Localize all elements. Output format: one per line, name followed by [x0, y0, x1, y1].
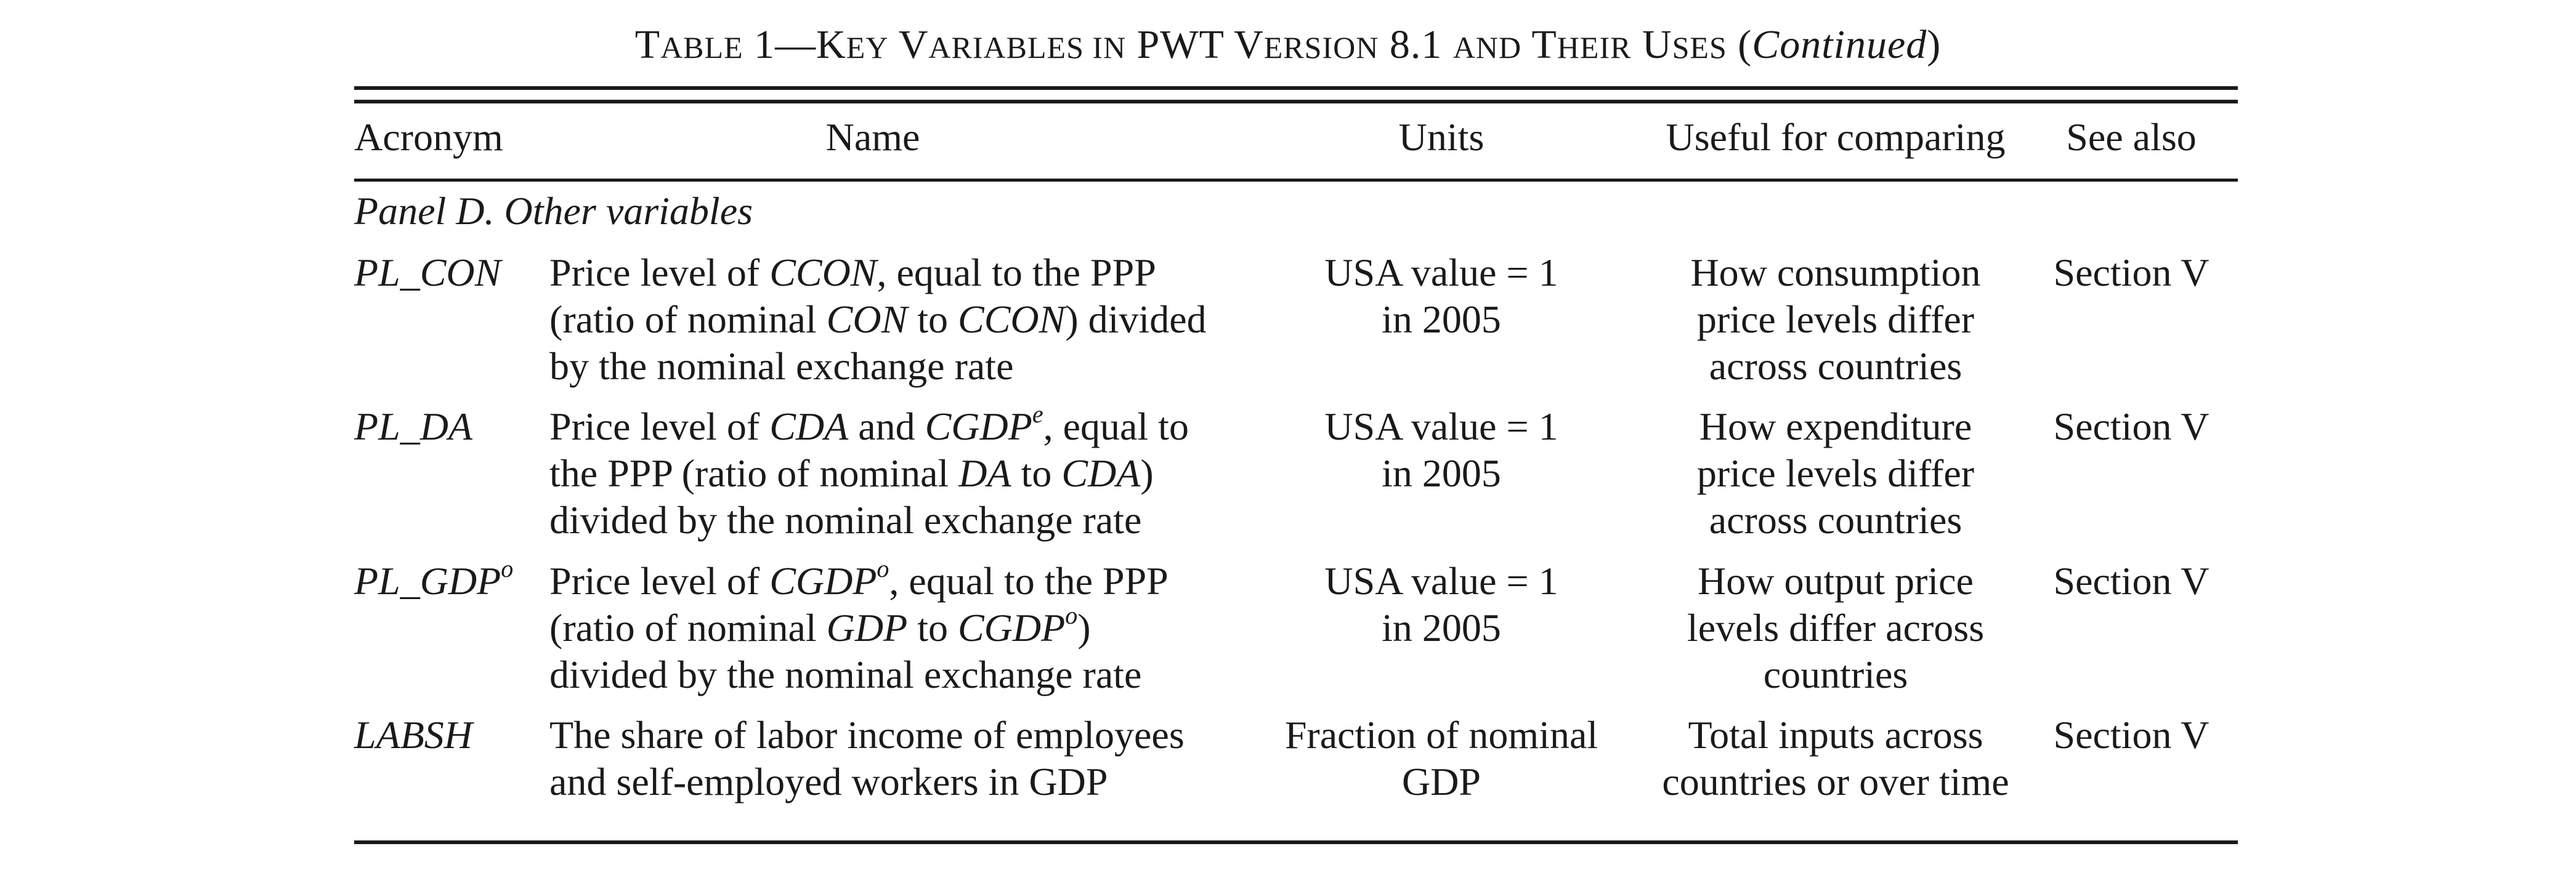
row-useful: How consumption price levels differ acro… — [1690, 251, 1981, 388]
row-units: Fraction of nominal GDP — [1284, 713, 1598, 803]
title-part: 8.1 — [1389, 22, 1443, 67]
row-useful: Total inputs across countries or over ti… — [1662, 713, 2009, 803]
row-acronym: PL_DA — [354, 405, 472, 448]
title-part: ( — [1738, 22, 1752, 67]
row-useful: How output price levels differ across co… — [1687, 559, 1985, 696]
row-see-also: Section V — [2053, 713, 2209, 757]
title-part: U — [1642, 22, 1672, 67]
header-see-also: See also — [2066, 115, 2197, 159]
header-units: Units — [1398, 115, 1484, 159]
title-part: T — [1531, 22, 1557, 67]
row-name: The share of labor income of employees a… — [549, 713, 1185, 803]
row-acronym: PL_GDPo — [354, 554, 514, 603]
top-rule-2 — [354, 100, 2238, 103]
bottom-rule — [354, 840, 2238, 844]
row-units: USA value = 1 in 2005 — [1324, 405, 1558, 495]
title-part: ) — [1927, 22, 1942, 67]
row-see-also: Section V — [2053, 559, 2209, 603]
row-acronym: PL_CON — [354, 251, 501, 294]
row-see-also: Section V — [2053, 405, 2209, 448]
row-name: Price level of CDA and CGDPe, equal to t… — [549, 400, 1189, 542]
title-part: V — [898, 22, 929, 67]
table-title: TABLE 1—KEY VARIABLES IN PWT VERSION 8.1… — [0, 17, 2576, 75]
title-part: EY — [846, 30, 889, 65]
header-useful: Useful for comparing — [1666, 115, 2006, 159]
header-acronym: Acronym — [354, 115, 503, 159]
row-units: USA value = 1 in 2005 — [1324, 251, 1558, 341]
title-part: ERSION — [1263, 30, 1379, 65]
title-part: ABLE — [660, 30, 743, 65]
title-part: T — [634, 22, 661, 67]
title-part: ARIABLES IN — [928, 30, 1127, 65]
row-useful: How expenditure price levels differ acro… — [1696, 405, 1975, 542]
title-part: HEIR — [1557, 30, 1632, 65]
title-part: SES — [1672, 30, 1727, 65]
title-part: 1— — [754, 22, 817, 67]
header-name: Name — [825, 115, 920, 159]
title-continued: Continued — [1752, 22, 1927, 67]
title-part: AND — [1452, 30, 1522, 65]
panel-label: Panel D. Other variables — [354, 189, 753, 233]
row-acronym: LABSH — [354, 713, 472, 757]
top-rule-1 — [354, 86, 2238, 90]
header-rule — [354, 179, 2238, 182]
row-see-also: Section V — [2053, 251, 2209, 294]
row-units: USA value = 1 in 2005 — [1324, 559, 1558, 650]
row-name: Price level of CGDPo, equal to the PPP (… — [549, 554, 1169, 696]
title-part: V — [1234, 22, 1264, 67]
row-name: Price level of CCON, equal to the PPP (r… — [549, 251, 1207, 388]
title-part: K — [816, 22, 846, 67]
title-part: PWT — [1136, 22, 1224, 67]
